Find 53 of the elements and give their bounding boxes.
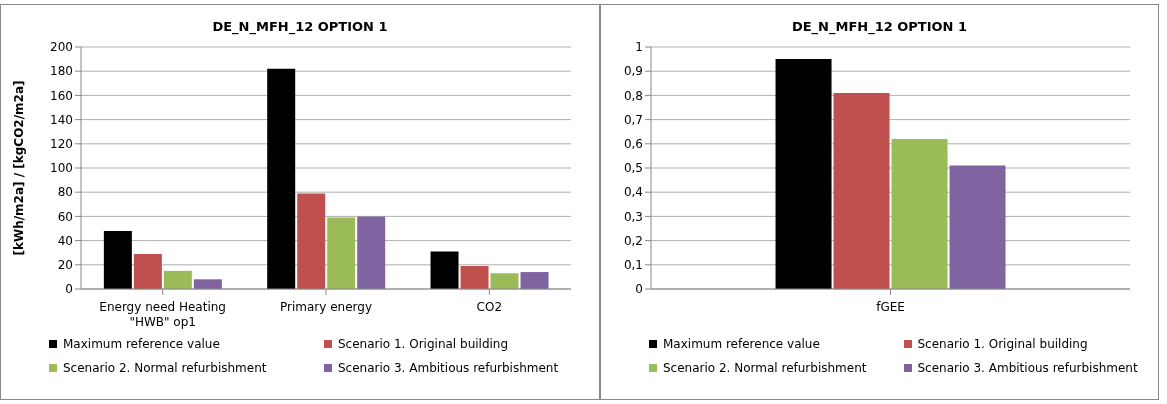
legend-label: Scenario 2. Normal refurbishment — [63, 361, 267, 375]
bar — [949, 165, 1006, 289]
bar — [103, 230, 132, 289]
bar — [833, 92, 890, 289]
y-tick-label: 0,5 — [623, 161, 643, 176]
legend-label: Scenario 1. Original building — [917, 337, 1088, 351]
y-tick-label: 0,9 — [623, 64, 643, 79]
bar — [193, 279, 222, 289]
bar — [520, 272, 549, 289]
y-tick-label: 0,7 — [623, 112, 643, 127]
bar — [490, 273, 519, 289]
bar — [163, 270, 192, 289]
bar — [133, 253, 162, 289]
bar — [267, 68, 296, 289]
y-tick-label: 0 — [635, 282, 643, 297]
legend-label: Scenario 1. Original building — [338, 337, 509, 351]
y-tick-label: 120 — [50, 137, 73, 152]
y-tick-label: 80 — [57, 185, 73, 200]
y-tick-label: 0,4 — [623, 185, 643, 200]
y-tick-label: 100 — [50, 161, 73, 176]
legend-label: Maximum reference value — [663, 337, 820, 351]
x-tick-label: Primary energy — [280, 300, 372, 314]
y-tick-label: 180 — [50, 64, 73, 79]
y-tick-label: 0,1 — [623, 258, 643, 273]
legend-label: Scenario 2. Normal refurbishment — [663, 361, 867, 375]
y-tick-label: 0,8 — [623, 88, 643, 103]
y-tick-label: 0 — [65, 282, 73, 297]
y-axis-title: [kWh/m2a] / [kgCO2/m2a] — [12, 80, 27, 256]
x-tick-label: CO2 — [476, 300, 503, 314]
y-tick-label: 200 — [50, 40, 73, 55]
x-tick-label: Energy need Heating "HWB" op1 — [99, 300, 226, 329]
legend-label: Scenario 3. Ambitious refurbishment — [338, 361, 559, 375]
chart-title: DE_N_MFH_12 OPTION 1 — [211, 18, 389, 37]
y-tick-label: 0,6 — [623, 137, 643, 152]
bar — [430, 251, 459, 289]
y-tick-label: 20 — [57, 258, 73, 273]
bar — [327, 217, 356, 289]
y-tick-label: 140 — [50, 112, 73, 127]
bar — [891, 138, 948, 289]
chart-title: DE_N_MFH_12 OPTION 1 — [790, 18, 969, 37]
y-tick-label: 60 — [57, 209, 73, 224]
bar — [357, 216, 386, 289]
y-tick-label: 40 — [57, 233, 73, 248]
legend-label: Scenario 3. Ambitious refurbishment — [917, 361, 1138, 375]
bar — [297, 193, 326, 289]
x-tick-label: fGEE — [876, 300, 905, 314]
y-tick-label: 0,3 — [623, 209, 643, 224]
y-tick-label: 0,2 — [623, 233, 643, 248]
legend-label: Maximum reference value — [63, 337, 220, 351]
y-tick-label: 1 — [635, 40, 643, 55]
bar — [775, 59, 832, 289]
bar — [460, 266, 489, 289]
y-tick-label: 160 — [50, 88, 73, 103]
